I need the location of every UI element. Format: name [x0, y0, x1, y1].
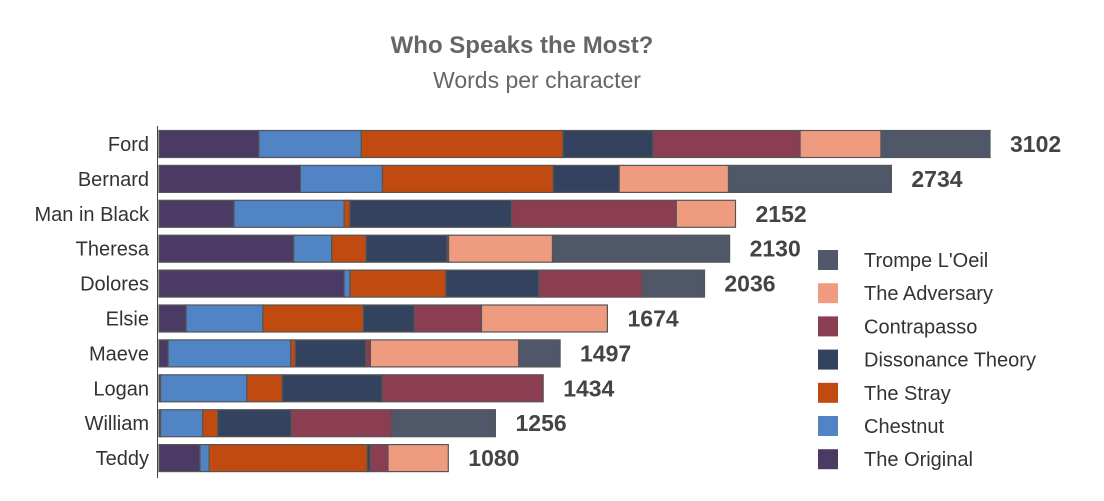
total-label-william: 1256	[516, 410, 567, 436]
category-label-maeve: Maeve	[89, 343, 149, 365]
legend-label-contrapasso: Contrapasso	[864, 316, 977, 338]
bar-segment-logan-the-stray	[246, 374, 283, 403]
legend-label-the-original: The Original	[864, 449, 973, 471]
total-label-elsie: 1674	[628, 306, 679, 332]
bar-segment-elsie-chestnut	[185, 304, 264, 333]
bar-segment-bernard-trompe-l-oeil	[727, 164, 892, 193]
bar-segment-logan-contrapasso	[381, 374, 544, 403]
bar-segment-ford-contrapasso	[652, 129, 801, 159]
category-label-elsie: Elsie	[106, 309, 149, 331]
bar-segment-bernard-the-original	[158, 164, 301, 193]
bar-segment-ford-dissonance-theory	[562, 129, 654, 159]
bar-segment-theresa-chestnut	[293, 234, 333, 263]
bar-segment-william-trompe-l-oeil	[390, 409, 497, 438]
bar-segment-elsie-the-adversary	[480, 304, 609, 333]
bar-segment-teddy-the-adversary	[387, 444, 449, 473]
chart-title: Who Speaks the Most?	[391, 32, 654, 59]
bar-segment-dolores-chestnut	[343, 269, 351, 298]
legend-swatch-dissonance-theory	[818, 349, 838, 370]
bar-segment-dolores-trompe-l-oeil	[641, 269, 706, 298]
bar-segment-elsie-dissonance-theory	[362, 304, 415, 333]
legend-label-the-stray: The Stray	[864, 383, 951, 405]
total-label-maeve: 1497	[580, 340, 631, 366]
bar-segment-elsie-the-original	[158, 304, 187, 333]
bar-segment-dolores-the-stray	[349, 269, 447, 298]
bar-segment-ford-the-original	[158, 129, 260, 159]
legend-label-trompe-l-oeil: Trompe L'Oeil	[864, 250, 988, 272]
legend-label-dissonance-theory: Dissonance Theory	[864, 350, 1036, 372]
legend-swatch-the-original	[818, 449, 838, 470]
category-label-logan: Logan	[93, 378, 149, 400]
category-labels: Ford Bernard Man in Black Theresa Dolores Els…	[35, 134, 150, 470]
bar-segment-logan-chestnut	[160, 374, 248, 403]
bar-segment-maeve-contrapasso	[365, 339, 371, 368]
bar-segment-elsie-contrapasso	[413, 304, 483, 333]
bar-segment-ford-chestnut	[258, 129, 362, 159]
bar-segment-bernard-the-adversary	[618, 164, 730, 193]
bar-segment-teddy-contrapasso	[369, 444, 389, 473]
total-label-teddy: 1080	[468, 445, 519, 471]
bar-segment-theresa-dissonance-theory	[365, 234, 448, 263]
bar-segment-teddy-chestnut	[199, 444, 210, 473]
legend-swatch-chestnut	[818, 416, 838, 436]
category-label-ford: Ford	[108, 134, 149, 156]
bar-segment-maeve-trompe-l-oeil	[518, 339, 561, 368]
total-label-logan: 1434	[563, 375, 614, 401]
legend-swatch-the-stray	[818, 382, 838, 403]
bar-segment-dolores-contrapasso	[538, 269, 643, 298]
bar-segment-theresa-the-stray	[331, 234, 367, 263]
total-label-theresa: 2130	[750, 236, 801, 262]
category-label-teddy: Teddy	[96, 448, 149, 470]
legend-swatch-the-adversary	[818, 283, 838, 304]
bar-segment-maeve-dissonance-theory	[294, 339, 367, 368]
total-label-dolores: 2036	[724, 271, 775, 297]
bar-segment-theresa-the-original	[158, 234, 295, 263]
bar-segment-william-dissonance-theory	[217, 409, 292, 438]
bar-segment-bernard-the-stray	[381, 164, 554, 193]
bar-segment-maeve-the-adversary	[369, 339, 520, 368]
bar-segment-theresa-the-adversary	[448, 234, 554, 263]
category-label-theresa: Theresa	[76, 239, 150, 261]
bar-segment-william-chestnut	[160, 409, 204, 438]
category-label-bernard: Bernard	[78, 169, 149, 191]
bars-group	[158, 129, 991, 473]
legend-label-chestnut: Chestnut	[864, 416, 944, 438]
legend-label-the-adversary: The Adversary	[864, 283, 993, 305]
total-label-bernard: 2734	[911, 166, 962, 192]
total-label-ford: 3102	[1010, 131, 1061, 157]
category-label-dolores: Dolores	[80, 274, 149, 296]
bar-segment-bernard-dissonance-theory	[552, 164, 620, 193]
legend-swatch-contrapasso	[818, 316, 838, 337]
bar-segment-ford-trompe-l-oeil	[880, 129, 991, 159]
bar-segment-ford-the-stray	[360, 129, 564, 159]
bar-segment-man-in-black-the-original	[158, 199, 235, 228]
bar-segment-maeve-chestnut	[167, 339, 292, 368]
total-labels: 3102 2734 2152 2130 2036 1674 1497 1434 1256 1080	[468, 131, 1061, 471]
bar-segment-man-in-black-the-stray	[343, 199, 351, 228]
bar-segment-man-in-black-contrapasso	[510, 199, 677, 228]
bar-segment-teddy-the-original	[158, 444, 201, 473]
category-label-man-in-black: Man in Black	[35, 204, 150, 226]
bar-segment-william-contrapasso	[290, 409, 393, 438]
bar-segment-maeve-the-original	[158, 339, 169, 368]
bar-segment-ford-the-adversary	[799, 129, 882, 159]
bar-segment-maeve-the-stray	[290, 339, 296, 368]
bar-segment-man-in-black-dissonance-theory	[349, 199, 513, 228]
legend-swatch-trompe-l-oeil	[818, 250, 838, 270]
total-label-man-in-black: 2152	[756, 201, 807, 227]
chart-subtitle: Words per character	[433, 67, 641, 93]
bar-segment-man-in-black-chestnut	[233, 199, 345, 228]
bar-segment-logan-dissonance-theory	[281, 374, 383, 403]
category-label-william: William	[85, 413, 149, 435]
bar-segment-elsie-the-stray	[262, 304, 364, 333]
bar-segment-man-in-black-the-adversary	[675, 199, 737, 228]
legend: Trompe L'Oeil The Adversary Contrapasso Dis…	[818, 250, 1036, 471]
bar-segment-william-the-stray	[202, 409, 219, 438]
bar-segment-dolores-dissonance-theory	[445, 269, 540, 298]
bar-segment-teddy-the-stray	[208, 444, 368, 473]
bar-segment-dolores-the-original	[158, 269, 345, 298]
bar-segment-bernard-chestnut	[299, 164, 383, 193]
bar-segment-theresa-trompe-l-oeil	[551, 234, 731, 263]
